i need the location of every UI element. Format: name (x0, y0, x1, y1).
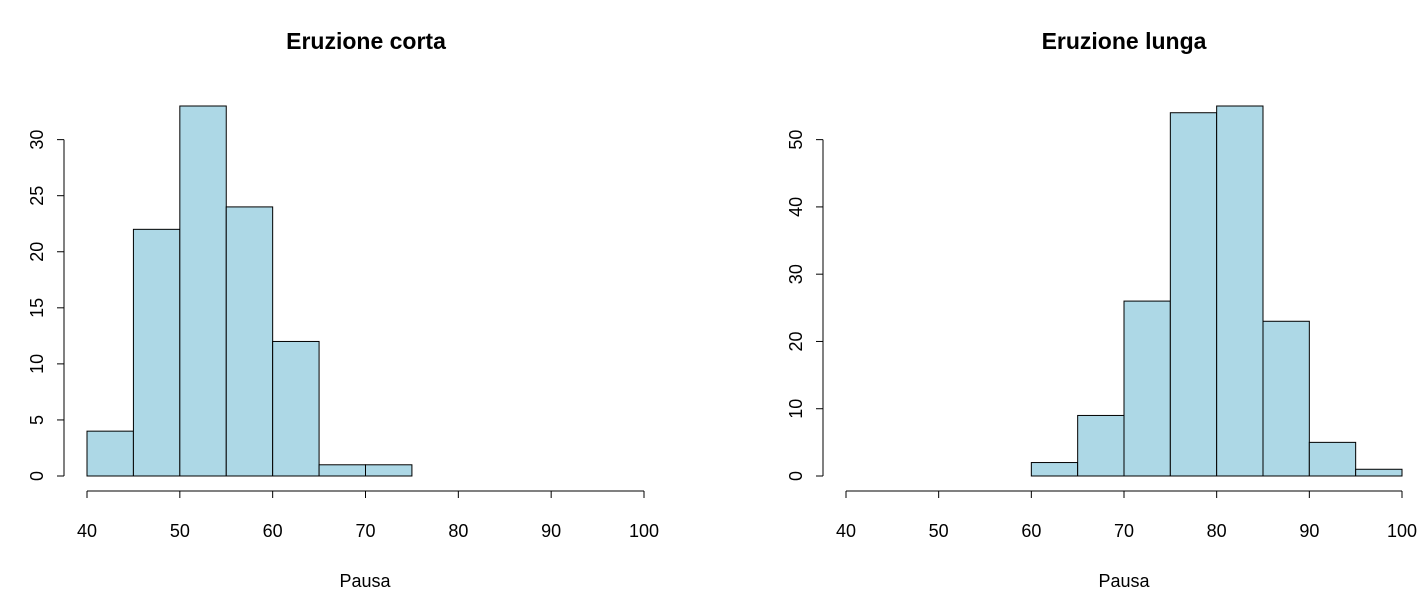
y-tick-label: 5 (27, 415, 47, 425)
histogram-bar (1123, 300, 1171, 477)
y-tick-label: 0 (27, 471, 47, 481)
histogram-bar (179, 105, 227, 477)
histogram-bar (132, 228, 181, 477)
x-tick-label: 60 (263, 521, 283, 541)
x-tick-label: 60 (1021, 521, 1041, 541)
panel-eruzione-corta: Eruzione corta Pausa 40 50 60 70 80 90 100 0 5 10… (27, 28, 659, 591)
x-tick-label: 40 (77, 521, 97, 541)
x-tick-label: 80 (1207, 521, 1227, 541)
x-tick-label: 100 (629, 521, 659, 541)
histogram-bar (1030, 462, 1079, 477)
y-tick-label: 30 (786, 264, 806, 284)
y-tick-label: 10 (27, 354, 47, 374)
x-tick-label: 40 (836, 521, 856, 541)
x-tick-label: 90 (1299, 521, 1319, 541)
histogram-bar (1077, 414, 1125, 477)
y-tick-label: 15 (27, 298, 47, 318)
x-axis-label: Pausa (339, 571, 391, 591)
x-tick-label: 70 (355, 521, 375, 541)
y-tick-label: 20 (786, 331, 806, 351)
y-tick-label: 40 (786, 197, 806, 217)
histogram-bar (1169, 112, 1218, 477)
histogram-bar (1262, 320, 1310, 477)
histogram-bar (86, 430, 134, 477)
x-tick-label: 50 (170, 521, 190, 541)
histogram-bar (225, 206, 274, 477)
panel-eruzione-lunga: Eruzione lunga Pausa 40 50 60 70 80 90 100 0 10 2… (786, 28, 1417, 591)
x-tick-label: 50 (929, 521, 949, 541)
y-tick-label: 20 (27, 242, 47, 262)
y-tick-label: 25 (27, 186, 47, 206)
y-tick-label: 0 (786, 471, 806, 481)
histogram-bar (365, 464, 413, 477)
x-tick-label: 100 (1387, 521, 1417, 541)
histogram-bar (1308, 441, 1357, 477)
x-tick-label: 90 (541, 521, 561, 541)
y-tick-label: 30 (27, 130, 47, 150)
x-axis-label: Pausa (1098, 571, 1150, 591)
y-tick-label: 50 (786, 130, 806, 150)
x-tick-label: 80 (448, 521, 468, 541)
chart-title: Eruzione corta (286, 28, 446, 54)
histogram-bar (1355, 468, 1403, 477)
y-tick-label: 10 (786, 399, 806, 419)
histogram-bar (1216, 105, 1264, 477)
histogram-bar (272, 340, 320, 477)
chart-title: Eruzione lunga (1042, 28, 1207, 54)
histogram-bar (318, 464, 367, 477)
x-tick-label: 70 (1114, 521, 1134, 541)
